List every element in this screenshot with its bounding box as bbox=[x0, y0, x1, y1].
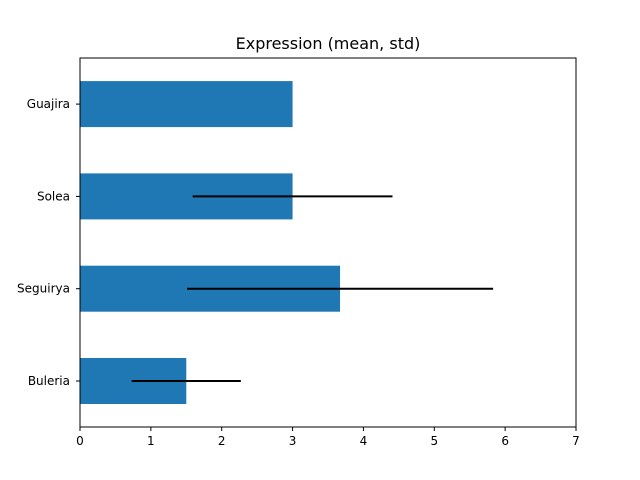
x-tick-label-0: 0 bbox=[76, 434, 84, 448]
x-tick-label-1: 1 bbox=[147, 434, 155, 448]
bars-layer bbox=[80, 81, 340, 404]
y-axis: Buleria Seguirya Solea Guajira bbox=[17, 97, 80, 388]
x-tick-label-6: 6 bbox=[501, 434, 509, 448]
x-tick-label-7: 7 bbox=[572, 434, 580, 448]
y-tick-label-solea: Solea bbox=[37, 189, 70, 203]
x-tick-label-4: 4 bbox=[360, 434, 368, 448]
x-tick-label-5: 5 bbox=[430, 434, 438, 448]
y-tick-label-seguirya: Seguirya bbox=[17, 282, 70, 296]
x-axis: 0 1 2 3 4 5 6 7 bbox=[76, 427, 580, 448]
y-tick-label-buleria: Buleria bbox=[28, 374, 70, 388]
x-tick-label-2: 2 bbox=[218, 434, 226, 448]
x-tick-label-3: 3 bbox=[289, 434, 297, 448]
chart-title: Expression (mean, std) bbox=[236, 34, 421, 53]
y-tick-label-guajira: Guajira bbox=[27, 97, 70, 111]
bar-guajira bbox=[80, 81, 293, 127]
